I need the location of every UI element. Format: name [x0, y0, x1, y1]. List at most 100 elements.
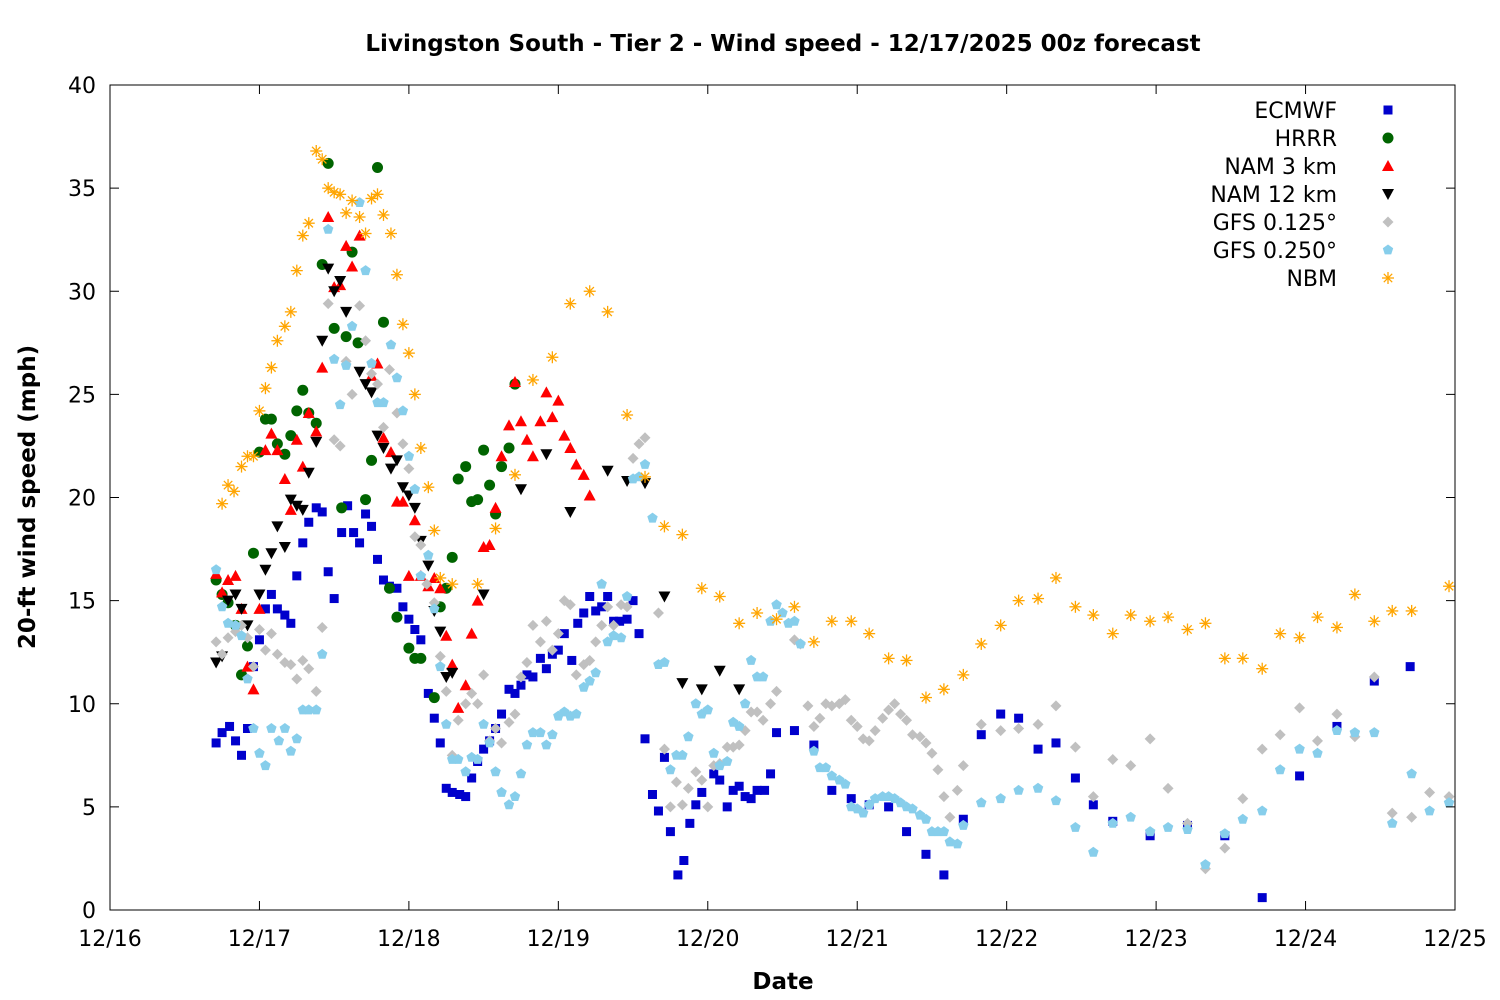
- data-point: [247, 661, 259, 673]
- data-point: [316, 153, 329, 166]
- data-point: [504, 684, 514, 694]
- y-tick-label: 10: [68, 693, 96, 718]
- legend-item: GFS 0.250°: [1213, 239, 1394, 264]
- data-point: [237, 750, 247, 760]
- data-point: [471, 594, 484, 606]
- data-point: [673, 870, 683, 880]
- data-point: [1125, 760, 1137, 772]
- data-point: [839, 694, 851, 706]
- data-point: [515, 768, 527, 779]
- legend-label: GFS 0.125°: [1213, 211, 1337, 236]
- data-point: [472, 753, 483, 764]
- data-point: [334, 275, 347, 287]
- data-point: [391, 611, 403, 623]
- data-point: [346, 320, 358, 331]
- data-point: [398, 602, 408, 612]
- data-point: [1200, 859, 1211, 870]
- data-point: [1012, 594, 1025, 607]
- x-tick-label: 12/16: [78, 927, 141, 952]
- data-point: [1443, 580, 1456, 593]
- data-point: [414, 442, 427, 454]
- data-point: [229, 589, 242, 601]
- data-point: [409, 531, 421, 543]
- data-point: [340, 360, 352, 370]
- legend-label: HRRR: [1275, 127, 1337, 152]
- data-point: [510, 688, 520, 698]
- data-point: [1107, 817, 1118, 828]
- data-point: [446, 578, 459, 591]
- data-point: [303, 663, 315, 675]
- data-point: [259, 382, 272, 395]
- data-point: [521, 739, 533, 750]
- data-point: [334, 399, 346, 410]
- data-point: [216, 601, 228, 612]
- data-point: [639, 432, 651, 444]
- data-point: [383, 364, 395, 376]
- data-point: [1312, 747, 1323, 758]
- x-tick-label: 12/24: [1274, 927, 1337, 952]
- data-point: [446, 658, 459, 670]
- data-point: [752, 785, 762, 795]
- data-point: [377, 443, 390, 454]
- data-point: [285, 745, 297, 756]
- data-point: [597, 602, 607, 612]
- data-point: [383, 582, 395, 594]
- data-point: [938, 826, 950, 837]
- data-point: [900, 654, 913, 667]
- data-point: [534, 636, 546, 648]
- data-point: [808, 720, 820, 732]
- data-point: [291, 733, 302, 744]
- data-point: [665, 764, 676, 775]
- data-point: [285, 659, 297, 671]
- data-point: [265, 548, 278, 560]
- data-point: [346, 194, 359, 207]
- data-point: [975, 637, 988, 650]
- data-point: [1257, 805, 1268, 816]
- data-point: [421, 578, 433, 590]
- data-point: [260, 760, 271, 771]
- data-point: [757, 671, 769, 682]
- data-point: [552, 394, 565, 406]
- data-point: [235, 460, 248, 473]
- data-point: [354, 300, 366, 312]
- data-point: [564, 442, 577, 453]
- data-point: [622, 614, 632, 624]
- data-point: [1050, 795, 1062, 806]
- data-point: [302, 467, 315, 479]
- data-point: [634, 629, 644, 639]
- series-gfs-0-125: [210, 298, 1455, 875]
- data-point: [540, 449, 553, 461]
- data-point: [739, 698, 751, 709]
- data-point: [713, 665, 726, 677]
- data-point: [994, 619, 1007, 632]
- data-point: [211, 738, 221, 748]
- y-tick-label: 5: [82, 796, 96, 821]
- data-point: [465, 627, 478, 639]
- data-point: [292, 571, 302, 581]
- data-point: [760, 785, 770, 795]
- data-points: [210, 145, 1456, 903]
- data-point: [1349, 727, 1361, 738]
- data-point: [346, 260, 359, 272]
- data-point: [259, 644, 271, 656]
- data-point: [253, 602, 266, 614]
- data-point: [310, 417, 322, 429]
- data-point: [429, 713, 439, 723]
- data-point: [286, 618, 296, 628]
- data-point: [336, 502, 348, 514]
- data-point: [514, 415, 527, 427]
- data-point: [378, 575, 388, 585]
- chart-title: Livingston South - Tier 2 - Wind speed -…: [365, 31, 1200, 57]
- data-point: [291, 405, 303, 417]
- data-point: [415, 539, 427, 551]
- data-point: [535, 727, 546, 738]
- data-point: [615, 632, 627, 643]
- data-point: [695, 684, 708, 696]
- data-point: [584, 654, 596, 666]
- data-point: [957, 668, 970, 681]
- data-point: [441, 718, 452, 729]
- data-point: [390, 455, 403, 467]
- data-point: [402, 347, 415, 360]
- data-point: [278, 320, 291, 333]
